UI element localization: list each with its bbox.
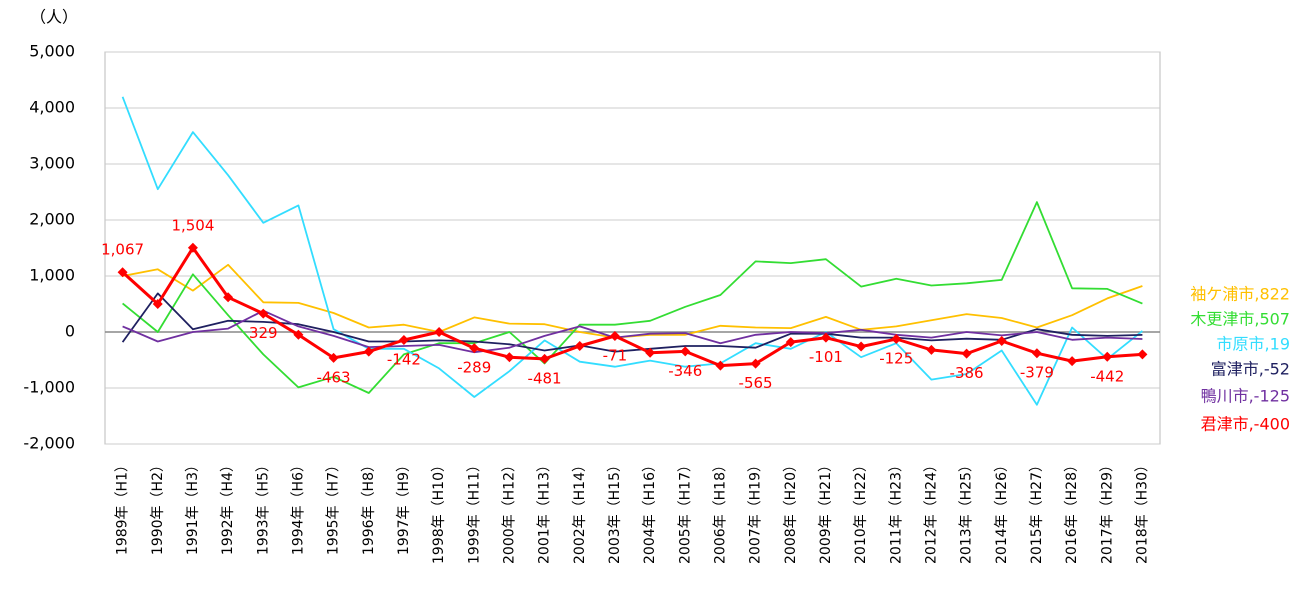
x-tick-label: 2012年（H24） — [923, 458, 939, 564]
point-marker — [856, 341, 867, 352]
x-tick-label: 1996年（H8） — [361, 458, 377, 555]
point-marker — [504, 352, 515, 363]
point-marker — [715, 360, 726, 371]
data-label: -346 — [668, 362, 702, 380]
y-tick-label: -2,000 — [23, 434, 75, 453]
x-tick-label: 2013年（H25） — [959, 458, 975, 564]
legend-label: 木更津市,507 — [1190, 310, 1290, 329]
point-marker — [891, 334, 902, 344]
point-marker — [363, 346, 374, 357]
x-tick-label: 1993年（H5） — [255, 458, 271, 555]
data-label: 1,067 — [101, 241, 144, 259]
point-marker — [645, 347, 656, 358]
legend-label: 富津市,-52 — [1211, 360, 1290, 379]
y-tick-label: -1,000 — [23, 378, 75, 397]
x-tick-label: 1998年（H10） — [431, 458, 447, 564]
point-marker — [117, 267, 128, 278]
point-marker — [1102, 351, 1113, 362]
x-tick-label: 2000年（H12） — [501, 458, 517, 564]
point-marker — [961, 348, 972, 359]
x-tick-label: 2017年（H29） — [1099, 458, 1115, 564]
point-marker — [152, 299, 163, 309]
point-marker — [609, 330, 620, 341]
data-label: 1,504 — [171, 216, 214, 234]
x-tick-label: 1992年（H4） — [220, 458, 236, 555]
x-tick-label: 1999年（H11） — [466, 458, 482, 564]
x-tick-label: 2006年（H18） — [712, 458, 728, 564]
x-tick-label: 2011年（H23） — [888, 458, 904, 564]
point-marker — [539, 353, 550, 364]
point-marker — [785, 337, 796, 348]
point-marker — [1067, 356, 1078, 367]
data-label: -71 — [603, 346, 628, 364]
data-label: -101 — [809, 348, 843, 366]
data-label: -442 — [1090, 367, 1124, 385]
x-tick-label: 2005年（H17） — [677, 458, 693, 564]
data-label: -386 — [950, 364, 984, 382]
x-tick-label: 2009年（H21） — [818, 458, 834, 564]
x-tick-label: 2014年（H26） — [994, 458, 1010, 564]
data-label: -463 — [317, 368, 351, 386]
x-tick-label: 1994年（H6） — [290, 458, 306, 555]
point-marker — [293, 329, 304, 340]
point-marker — [574, 341, 585, 351]
x-tick-label: 2001年（H13） — [537, 458, 553, 564]
point-marker — [469, 343, 480, 354]
point-marker — [996, 335, 1007, 346]
point-marker — [398, 334, 409, 345]
y-tick-label: 4,000 — [29, 98, 75, 117]
point-marker — [820, 332, 831, 343]
point-marker — [223, 292, 234, 303]
x-tick-label: 1989年（H1） — [115, 458, 131, 555]
series-line — [121, 96, 1143, 406]
data-label: -379 — [1020, 364, 1054, 382]
y-tick-label: 1,000 — [29, 266, 75, 285]
series-line — [122, 201, 1143, 394]
data-label: -481 — [528, 369, 562, 387]
data-label: -142 — [387, 350, 421, 368]
point-marker — [434, 327, 445, 337]
point-marker — [680, 346, 691, 357]
x-tick-label: 1995年（H7） — [326, 458, 342, 555]
y-unit: （人） — [30, 8, 78, 27]
series-line — [121, 246, 1143, 368]
x-tick-label: 1997年（H9） — [396, 458, 412, 555]
data-label: -125 — [879, 350, 913, 368]
legend-label: 袖ケ浦市,822 — [1190, 285, 1290, 304]
point-marker — [1031, 348, 1042, 359]
data-label: -565 — [739, 374, 773, 392]
x-tick-label: 2003年（H15） — [607, 458, 623, 564]
x-tick-label: 2018年（H30） — [1134, 458, 1150, 564]
x-tick-label: 2016年（H28） — [1064, 458, 1080, 564]
point-marker — [1137, 349, 1148, 360]
point-marker — [750, 358, 761, 369]
data-label: 329 — [249, 324, 278, 342]
x-tick-label: 2008年（H20） — [783, 458, 799, 564]
legend-label: 君津市,-400 — [1201, 415, 1290, 434]
point-marker — [328, 352, 339, 363]
x-tick-label: 2002年（H14） — [572, 458, 588, 564]
y-tick-label: 0 — [65, 322, 75, 341]
y-tick-label: 3,000 — [29, 154, 75, 173]
point-marker — [926, 344, 937, 355]
x-tick-label: 2004年（H16） — [642, 458, 658, 564]
x-tick-label: 2010年（H22） — [853, 458, 869, 564]
x-tick-label: 1991年（H3） — [185, 458, 201, 555]
data-label: -289 — [457, 359, 491, 377]
plot-area — [104, 51, 1161, 445]
point-marker — [258, 308, 269, 319]
series-line — [122, 309, 1143, 354]
legend-label: 鴨川市,-125 — [1201, 387, 1290, 406]
x-tick-label: 1990年（H2） — [150, 458, 166, 555]
point-marker — [187, 242, 198, 253]
y-tick-label: 2,000 — [29, 210, 75, 229]
x-tick-label: 2007年（H19） — [748, 458, 764, 564]
legend-label: 市原市,19 — [1217, 335, 1290, 354]
x-tick-label: 2015年（H27） — [1029, 458, 1045, 564]
y-tick-label: 5,000 — [29, 42, 75, 61]
